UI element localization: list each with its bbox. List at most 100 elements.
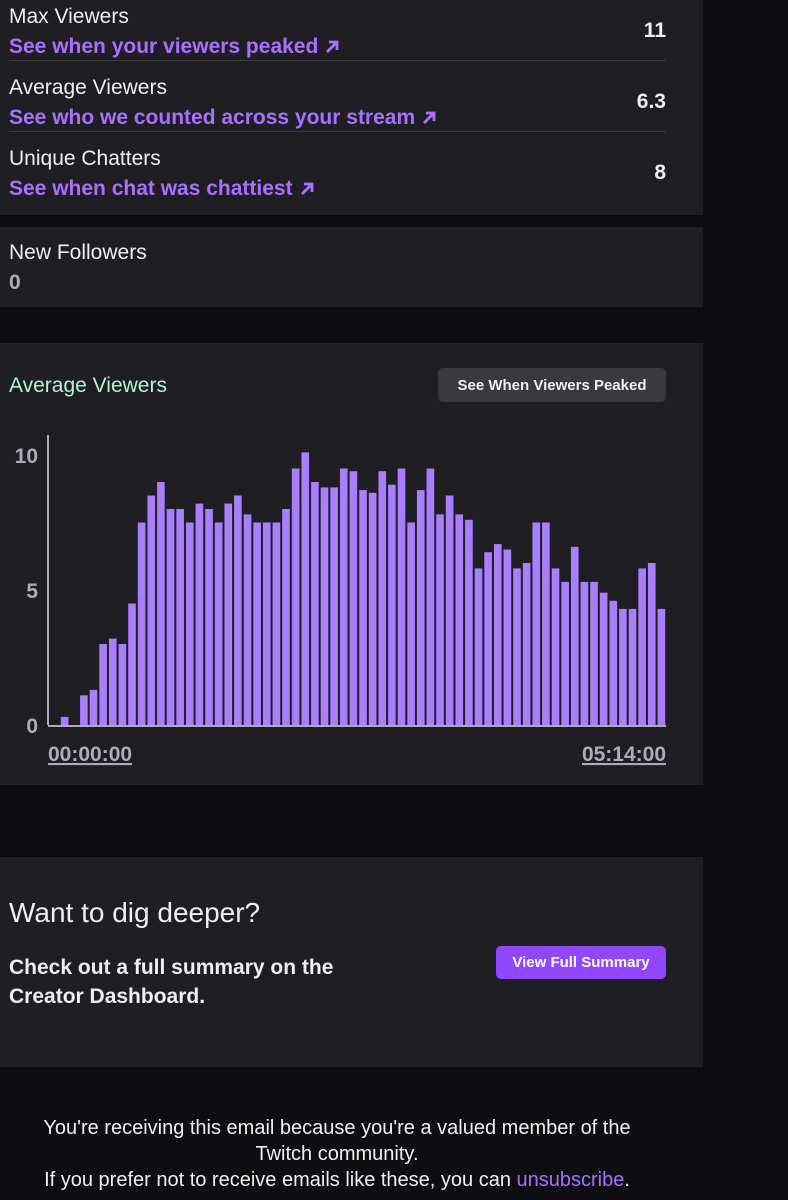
footer-text: .: [624, 1169, 630, 1191]
divider: [9, 60, 666, 61]
y-tick-label: 10: [15, 445, 38, 468]
chart-bar: [580, 581, 589, 725]
new-followers-value: 0: [9, 271, 21, 294]
max-viewers-value: 11: [643, 19, 666, 42]
chart-bar: [542, 522, 550, 725]
dig-deeper-title: Want to dig deeper?: [9, 897, 261, 928]
stat-row-average-viewers: Average Viewers See who we counted acros…: [9, 71, 666, 131]
unique-chatters-label: Unique Chatters: [9, 147, 161, 170]
chart-bar: [465, 519, 473, 725]
chart-bar: [330, 487, 338, 725]
footer-line: You're receiving this email because you'…: [43, 1117, 631, 1139]
chart-bar: [176, 509, 184, 725]
chart-bar: [590, 581, 598, 725]
chart-bar: [368, 492, 377, 725]
x-start-label: 00:00:00: [48, 743, 132, 766]
external-arrow-icon: [324, 37, 340, 61]
chart-bar: [224, 503, 233, 725]
dig-deeper-text: Check out a full summary on the Creator …: [9, 956, 334, 1008]
chart-bar: [484, 552, 492, 725]
chart-bar: [628, 608, 637, 725]
chart-bar: [282, 509, 290, 725]
chart-bar: [311, 482, 319, 725]
chart-bar: [108, 638, 117, 725]
chart-bar: [243, 514, 252, 725]
chart-bar: [378, 471, 387, 725]
average-viewers-value: 6.3: [636, 90, 666, 113]
see-when-viewers-peaked-button[interactable]: See When Viewers Peaked: [438, 368, 666, 402]
chart-bar: [262, 522, 271, 725]
chart-bar: [205, 509, 213, 725]
chart-bar: [551, 568, 560, 725]
unique-chatters-value: 8: [654, 161, 666, 184]
new-followers-label: New Followers: [9, 241, 147, 264]
chart-bar: [609, 600, 618, 725]
chart-bar: [397, 468, 406, 725]
chart-bar: [137, 522, 146, 725]
unique-chatters-link[interactable]: See when chat was chattiest: [9, 177, 315, 203]
chart-bar: [532, 522, 541, 725]
email-footer: You're receiving this email because you'…: [0, 1115, 674, 1193]
chart-bar: [147, 495, 156, 725]
chart-bar: [214, 522, 223, 725]
external-arrow-icon: [299, 179, 315, 203]
view-full-summary-button[interactable]: View Full Summary: [496, 946, 666, 979]
chart-bar: [234, 495, 242, 725]
footer-unsubscribe-line: If you prefer not to receive emails like…: [0, 1167, 674, 1193]
chart-title: Average Viewers: [9, 374, 167, 397]
chart-bar: [474, 568, 483, 725]
chart-bar: [638, 568, 646, 725]
chart-bar: [513, 568, 521, 725]
chart-bar: [253, 522, 261, 725]
chart-bar: [157, 482, 165, 725]
chart-bar: [359, 490, 367, 725]
chart-bar: [118, 644, 127, 725]
y-tick-label: 5: [26, 580, 38, 603]
x-end-label: 05:14:00: [582, 743, 666, 766]
average-viewers-chart-panel: Average Viewers See When Viewers Peaked …: [0, 343, 703, 785]
chart-bar: [195, 503, 204, 725]
chart-bar: [272, 522, 281, 725]
average-viewers-link[interactable]: See who we counted across your stream: [9, 106, 437, 132]
stream-stats-panel: Max Viewers See when your viewers peaked…: [0, 0, 703, 215]
divider: [9, 131, 666, 132]
chart-bar: [619, 608, 627, 725]
chart-bar: [301, 452, 310, 725]
chart-bar: [445, 495, 454, 725]
chart-bar: [320, 487, 329, 725]
chart-bar: [657, 608, 666, 725]
max-viewers-link[interactable]: See when your viewers peaked: [9, 35, 340, 61]
chart-bar: [570, 546, 579, 725]
chart-bar: [80, 695, 88, 725]
chart-bar: [349, 471, 358, 725]
chart-bar: [185, 522, 194, 725]
unsubscribe-link[interactable]: unsubscribe: [516, 1169, 625, 1191]
dig-deeper-panel: Want to dig deeper? Check out a full sum…: [0, 857, 703, 1067]
chart-bar: [561, 581, 569, 725]
chart-bar: [89, 689, 98, 725]
chart-bar: [166, 509, 175, 725]
footer-text: If you prefer not to receive emails like…: [44, 1169, 517, 1191]
average-viewers-label: Average Viewers: [9, 76, 167, 99]
footer-line: Twitch community.: [255, 1143, 419, 1165]
chart-bar: [416, 490, 425, 725]
chart-bar: [426, 468, 435, 725]
chart-bar: [407, 522, 415, 725]
chart-bar: [60, 716, 69, 725]
viewers-bar-chart: 0 5 10 00:00:00 05:14:00: [15, 435, 666, 766]
chart-bar: [599, 592, 608, 725]
chart-bar: [388, 484, 396, 725]
max-viewers-label: Max Viewers: [9, 5, 129, 28]
chart-bar: [647, 563, 656, 725]
chart-bar: [436, 514, 444, 725]
new-followers-panel: New Followers 0: [0, 227, 703, 307]
chart-bar: [99, 644, 107, 725]
chart-bar: [128, 603, 136, 725]
chart-bar: [339, 468, 348, 725]
stat-row-max-viewers: Max Viewers See when your viewers peaked…: [9, 0, 666, 60]
chart-bar: [493, 544, 502, 725]
external-arrow-icon: [421, 108, 437, 132]
chart-bar: [291, 468, 300, 725]
chart-bar: [455, 514, 464, 725]
chart-bar: [503, 549, 512, 725]
